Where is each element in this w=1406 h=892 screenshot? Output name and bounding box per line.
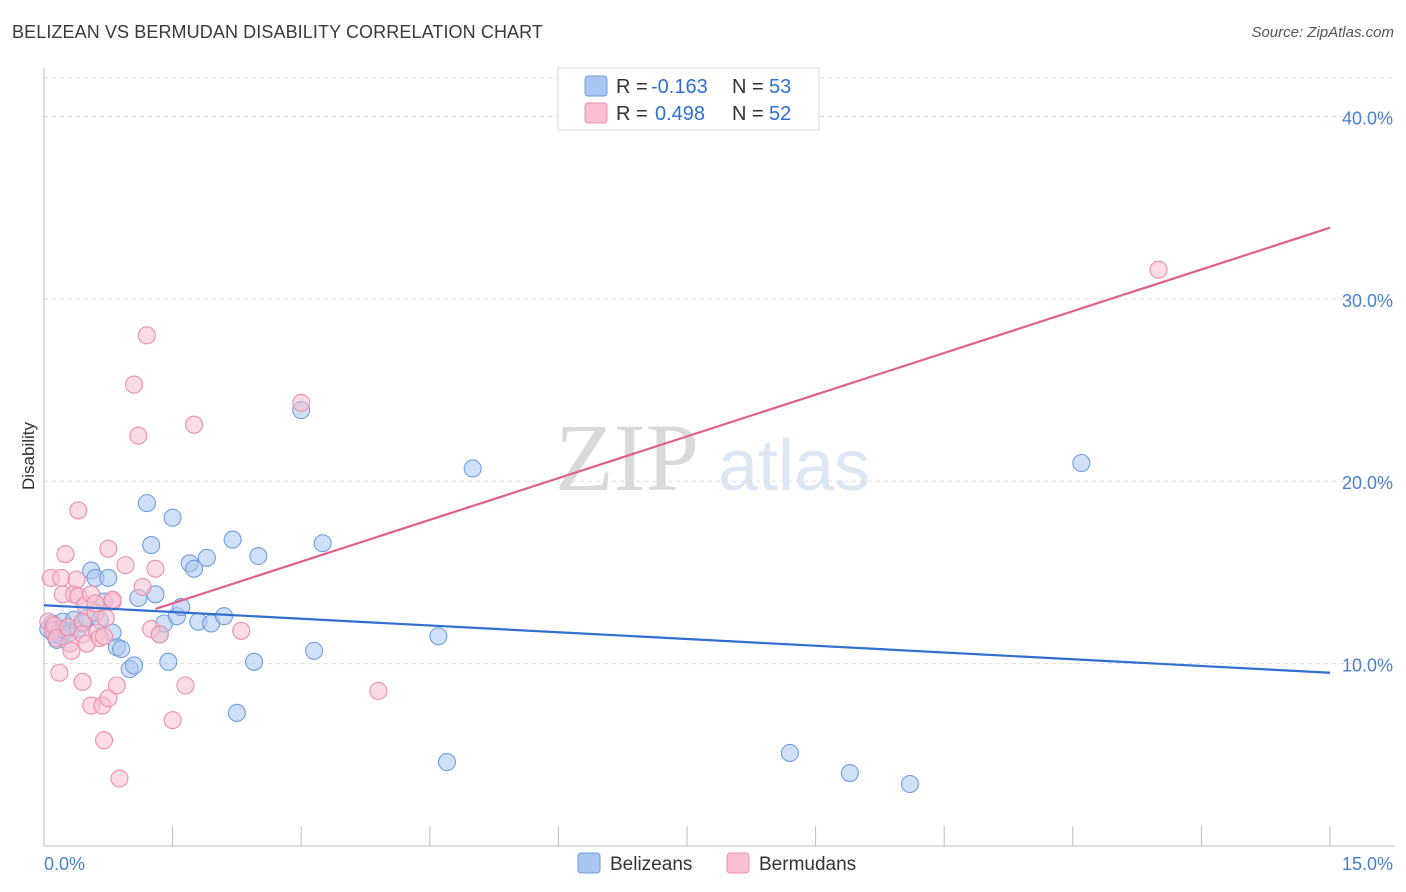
point-bermudans [94,627,114,646]
watermark: ZIP atlas [555,404,870,511]
point-bermudans [232,621,251,640]
axes [43,68,1395,847]
x-tick-label: 0.0% [44,854,85,874]
point-belizeans [99,568,118,587]
point-bermudans [69,501,88,520]
bottom-legend: Belizeans Bermudans [577,852,856,875]
point-belizeans [429,627,448,646]
point-bermudans [137,326,156,345]
bottom-legend-swatch-belizeans [577,852,601,874]
watermark-zip: ZIP [555,404,699,511]
point-bermudans [184,415,204,434]
point-belizeans [900,774,919,794]
legend-r-label: R = [616,76,648,98]
y-tick-label: 10.0% [1342,656,1393,676]
legend-swatch-bermudans [584,102,608,124]
point-bermudans [56,545,75,564]
point-bermudans [129,426,148,445]
data-points [39,260,1168,794]
point-bermudans [103,590,122,609]
point-belizeans [137,494,156,513]
watermark-atlas: atlas [718,426,870,506]
point-bermudans [116,556,135,575]
point-bermudans [124,375,144,394]
legend-swatch-belizeans [584,75,608,97]
point-belizeans [249,546,268,566]
legend: R = -0.163 N = 53 R = 0.498 N = 52 [557,67,820,131]
chart-source: Source: ZipAtlas.com [1251,24,1394,41]
point-bermudans [107,676,126,695]
gridlines [44,77,1395,665]
x-tick-label: 15.0% [1342,854,1393,874]
point-belizeans [305,641,324,660]
bottom-legend-label-bermudans: Bermudans [759,854,856,875]
trend-lines [43,226,1331,674]
tick-labels: 10.0% 20.0% 30.0% 40.0% 0.0% 15.0% [44,108,1393,874]
point-belizeans [159,652,178,671]
legend-n-label: N = [732,103,764,125]
legend-n-label: N = [732,76,764,98]
point-bermudans [73,672,92,691]
point-bermudans [292,393,311,412]
point-bermudans [52,568,71,587]
point-bermudans [176,676,195,695]
point-belizeans [223,530,242,549]
point-bermudans [150,625,169,644]
point-belizeans [197,548,216,567]
point-bermudans [94,731,114,750]
point-bermudans [67,570,86,589]
chart-title: BELIZEAN VS BERMUDAN DISABILITY CORRELAT… [12,22,544,42]
bottom-legend-label-belizeans: Belizeans [610,854,692,875]
point-bermudans [369,681,388,701]
point-bermudans [133,577,152,597]
point-bermudans [50,663,69,682]
point-belizeans [463,459,482,478]
point-bermudans [163,711,182,730]
point-belizeans [437,753,456,772]
legend-r-value: -0.163 [651,76,708,98]
y-axis-title: Disability [19,421,38,490]
point-belizeans [313,534,332,553]
point-bermudans [99,539,118,558]
bottom-legend-swatch-bermudans [726,852,750,874]
point-bermudans [86,594,105,613]
point-bermudans [1149,260,1168,279]
legend-r-label: R = [616,103,648,125]
point-bermudans [96,608,115,628]
point-belizeans [227,703,246,722]
point-belizeans [214,607,234,626]
point-belizeans [142,536,161,555]
point-bermudans [146,559,165,578]
point-belizeans [244,652,264,671]
point-belizeans [184,559,204,578]
legend-r-value: 0.498 [655,103,705,125]
trend-line-bermudans [155,226,1331,610]
point-bermudans [62,641,81,660]
y-tick-label: 40.0% [1342,108,1393,128]
y-tick-label: 20.0% [1342,473,1393,493]
point-belizeans [163,508,182,527]
legend-n-value: 53 [769,76,791,98]
trend-line-belizeans [43,604,1331,674]
point-bermudans [110,769,129,788]
point-belizeans [124,656,144,675]
point-bermudans [99,689,118,708]
y-tick-label: 30.0% [1342,291,1393,311]
point-belizeans [840,763,859,783]
point-belizeans [1072,453,1091,473]
legend-n-value: 52 [769,103,791,125]
point-belizeans [112,639,131,659]
point-belizeans [780,743,799,763]
